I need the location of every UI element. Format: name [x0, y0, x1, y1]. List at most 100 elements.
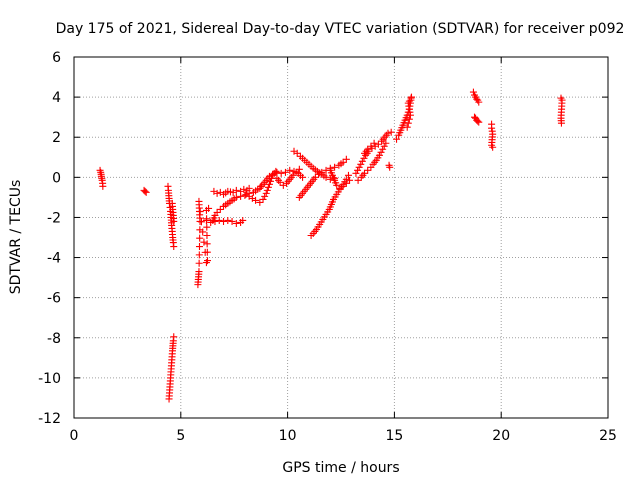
y-tick-label: -4: [47, 251, 61, 267]
data-point: [342, 179, 350, 187]
data-point: [354, 176, 362, 184]
data-point: [195, 268, 203, 276]
data-point: [286, 166, 294, 174]
data-point: [557, 119, 565, 127]
x-tick-label: 0: [70, 428, 79, 444]
data-point: [170, 243, 178, 251]
data-point: [342, 155, 350, 163]
data-point: [403, 123, 411, 131]
data-point: [213, 208, 221, 216]
data-point: [195, 243, 203, 251]
data-point: [289, 171, 297, 179]
data-point: [333, 181, 341, 189]
data-point: [252, 196, 260, 204]
data-point: [207, 218, 215, 226]
data-point: [237, 192, 245, 200]
data-point: [370, 139, 378, 147]
data-point: [263, 186, 271, 194]
chart-title: Day 175 of 2021, Sidereal Day-to-day VTE…: [56, 21, 625, 37]
data-point: [141, 187, 149, 195]
data-point: [339, 158, 347, 166]
data-point: [405, 97, 413, 105]
data-point: [367, 142, 375, 150]
data-point: [203, 248, 211, 256]
data-point: [375, 151, 383, 159]
data-point: [318, 168, 326, 176]
data-point: [404, 119, 412, 127]
data-point: [346, 176, 354, 184]
data-point: [360, 169, 368, 177]
data-point: [354, 166, 362, 174]
data-point: [239, 216, 247, 224]
data-point: [344, 171, 352, 179]
data-point: [220, 217, 228, 225]
data-point: [393, 135, 401, 143]
data-point: [364, 166, 372, 174]
data-point: [358, 157, 366, 165]
y-tick-label: 0: [52, 170, 61, 186]
data-point: [311, 173, 319, 181]
data-point: [264, 183, 272, 191]
grid-lines: [74, 57, 608, 418]
data-point: [475, 118, 483, 126]
data-point: [379, 145, 387, 153]
data-point: [352, 169, 360, 177]
data-point: [489, 143, 497, 151]
data-point: [276, 178, 284, 186]
data-point: [195, 197, 203, 205]
y-tick-label: -10: [38, 371, 61, 387]
data-point: [387, 128, 395, 136]
data-point: [256, 198, 264, 206]
x-tick-label: 15: [385, 428, 403, 444]
x-axis-label: GPS time / hours: [282, 460, 399, 476]
data-point: [281, 168, 289, 176]
data-point: [273, 168, 281, 176]
data-point: [196, 208, 204, 216]
data-point: [215, 216, 223, 224]
data-point: [170, 333, 178, 341]
data-point: [195, 259, 203, 267]
data-point: [142, 188, 150, 196]
data-point: [382, 139, 390, 147]
data-point: [213, 189, 221, 197]
data-point: [232, 193, 240, 201]
data-point: [326, 175, 334, 183]
data-point: [405, 115, 413, 123]
data-point: [474, 117, 482, 125]
y-tick-label: 6: [52, 50, 61, 66]
data-point: [232, 219, 240, 227]
plot-frame: [73, 56, 609, 419]
data-point: [475, 98, 483, 106]
data-point: [262, 189, 270, 197]
data-point: [386, 163, 394, 171]
data-point: [197, 218, 205, 226]
data-point: [355, 163, 363, 171]
data-point: [377, 148, 385, 156]
data-point: [204, 257, 211, 265]
y-tick-label: -2: [47, 210, 61, 226]
data-point: [261, 192, 269, 200]
y-tick-label: 4: [52, 90, 61, 106]
data-point: [170, 217, 178, 225]
data-point: [195, 251, 203, 259]
data-point: [216, 205, 224, 213]
data-point: [224, 216, 232, 224]
axis-ticks: [73, 56, 609, 419]
data-point: [277, 169, 285, 177]
data-point: [211, 217, 219, 225]
x-tick-label: 20: [492, 428, 510, 444]
data-point: [384, 129, 392, 137]
data-point: [322, 173, 330, 181]
data-point: [380, 142, 388, 150]
y-tick-label: 2: [52, 130, 61, 146]
data-point: [232, 186, 240, 194]
y-tick-label: -8: [47, 331, 61, 347]
data-point: [272, 167, 280, 175]
x-tick-label: 10: [279, 428, 297, 444]
x-tick-label: 5: [176, 428, 185, 444]
data-point: [99, 182, 107, 190]
data-point: [469, 88, 477, 96]
data-point: [295, 165, 303, 173]
